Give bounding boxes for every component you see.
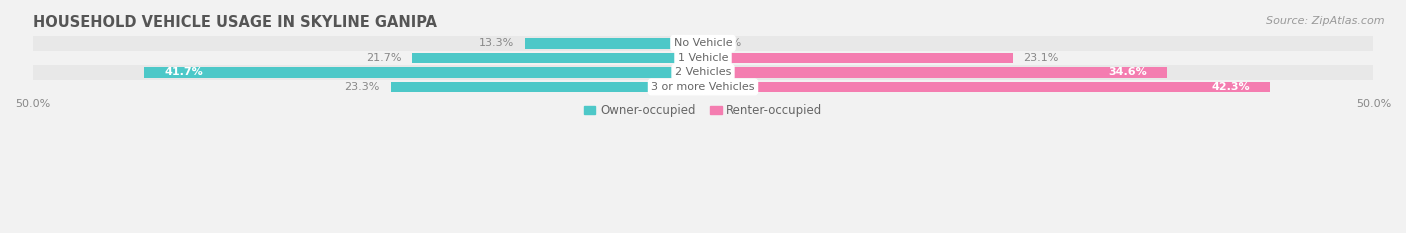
Text: Source: ZipAtlas.com: Source: ZipAtlas.com — [1267, 16, 1385, 26]
Text: No Vehicle: No Vehicle — [673, 38, 733, 48]
Text: 41.7%: 41.7% — [165, 67, 202, 77]
Text: 21.7%: 21.7% — [366, 53, 401, 63]
Text: 2 Vehicles: 2 Vehicles — [675, 67, 731, 77]
Text: 3 or more Vehicles: 3 or more Vehicles — [651, 82, 755, 92]
Text: 23.1%: 23.1% — [1024, 53, 1059, 63]
Text: 34.6%: 34.6% — [1108, 67, 1147, 77]
Text: 1 Vehicle: 1 Vehicle — [678, 53, 728, 63]
Bar — [412, 53, 703, 63]
Bar — [32, 36, 1374, 51]
Bar — [391, 82, 703, 92]
Bar — [32, 51, 1374, 65]
Text: 13.3%: 13.3% — [478, 38, 515, 48]
Bar — [703, 82, 1270, 92]
Bar — [703, 67, 1167, 78]
Legend: Owner-occupied, Renter-occupied: Owner-occupied, Renter-occupied — [579, 99, 827, 122]
Bar — [524, 38, 703, 48]
Bar — [143, 67, 703, 78]
Bar — [32, 65, 1374, 80]
Text: 42.3%: 42.3% — [1212, 82, 1250, 92]
Text: 23.3%: 23.3% — [344, 82, 380, 92]
Bar — [32, 80, 1374, 94]
Text: 0.0%: 0.0% — [714, 38, 742, 48]
Text: HOUSEHOLD VEHICLE USAGE IN SKYLINE GANIPA: HOUSEHOLD VEHICLE USAGE IN SKYLINE GANIP… — [32, 15, 437, 30]
Bar — [703, 53, 1012, 63]
